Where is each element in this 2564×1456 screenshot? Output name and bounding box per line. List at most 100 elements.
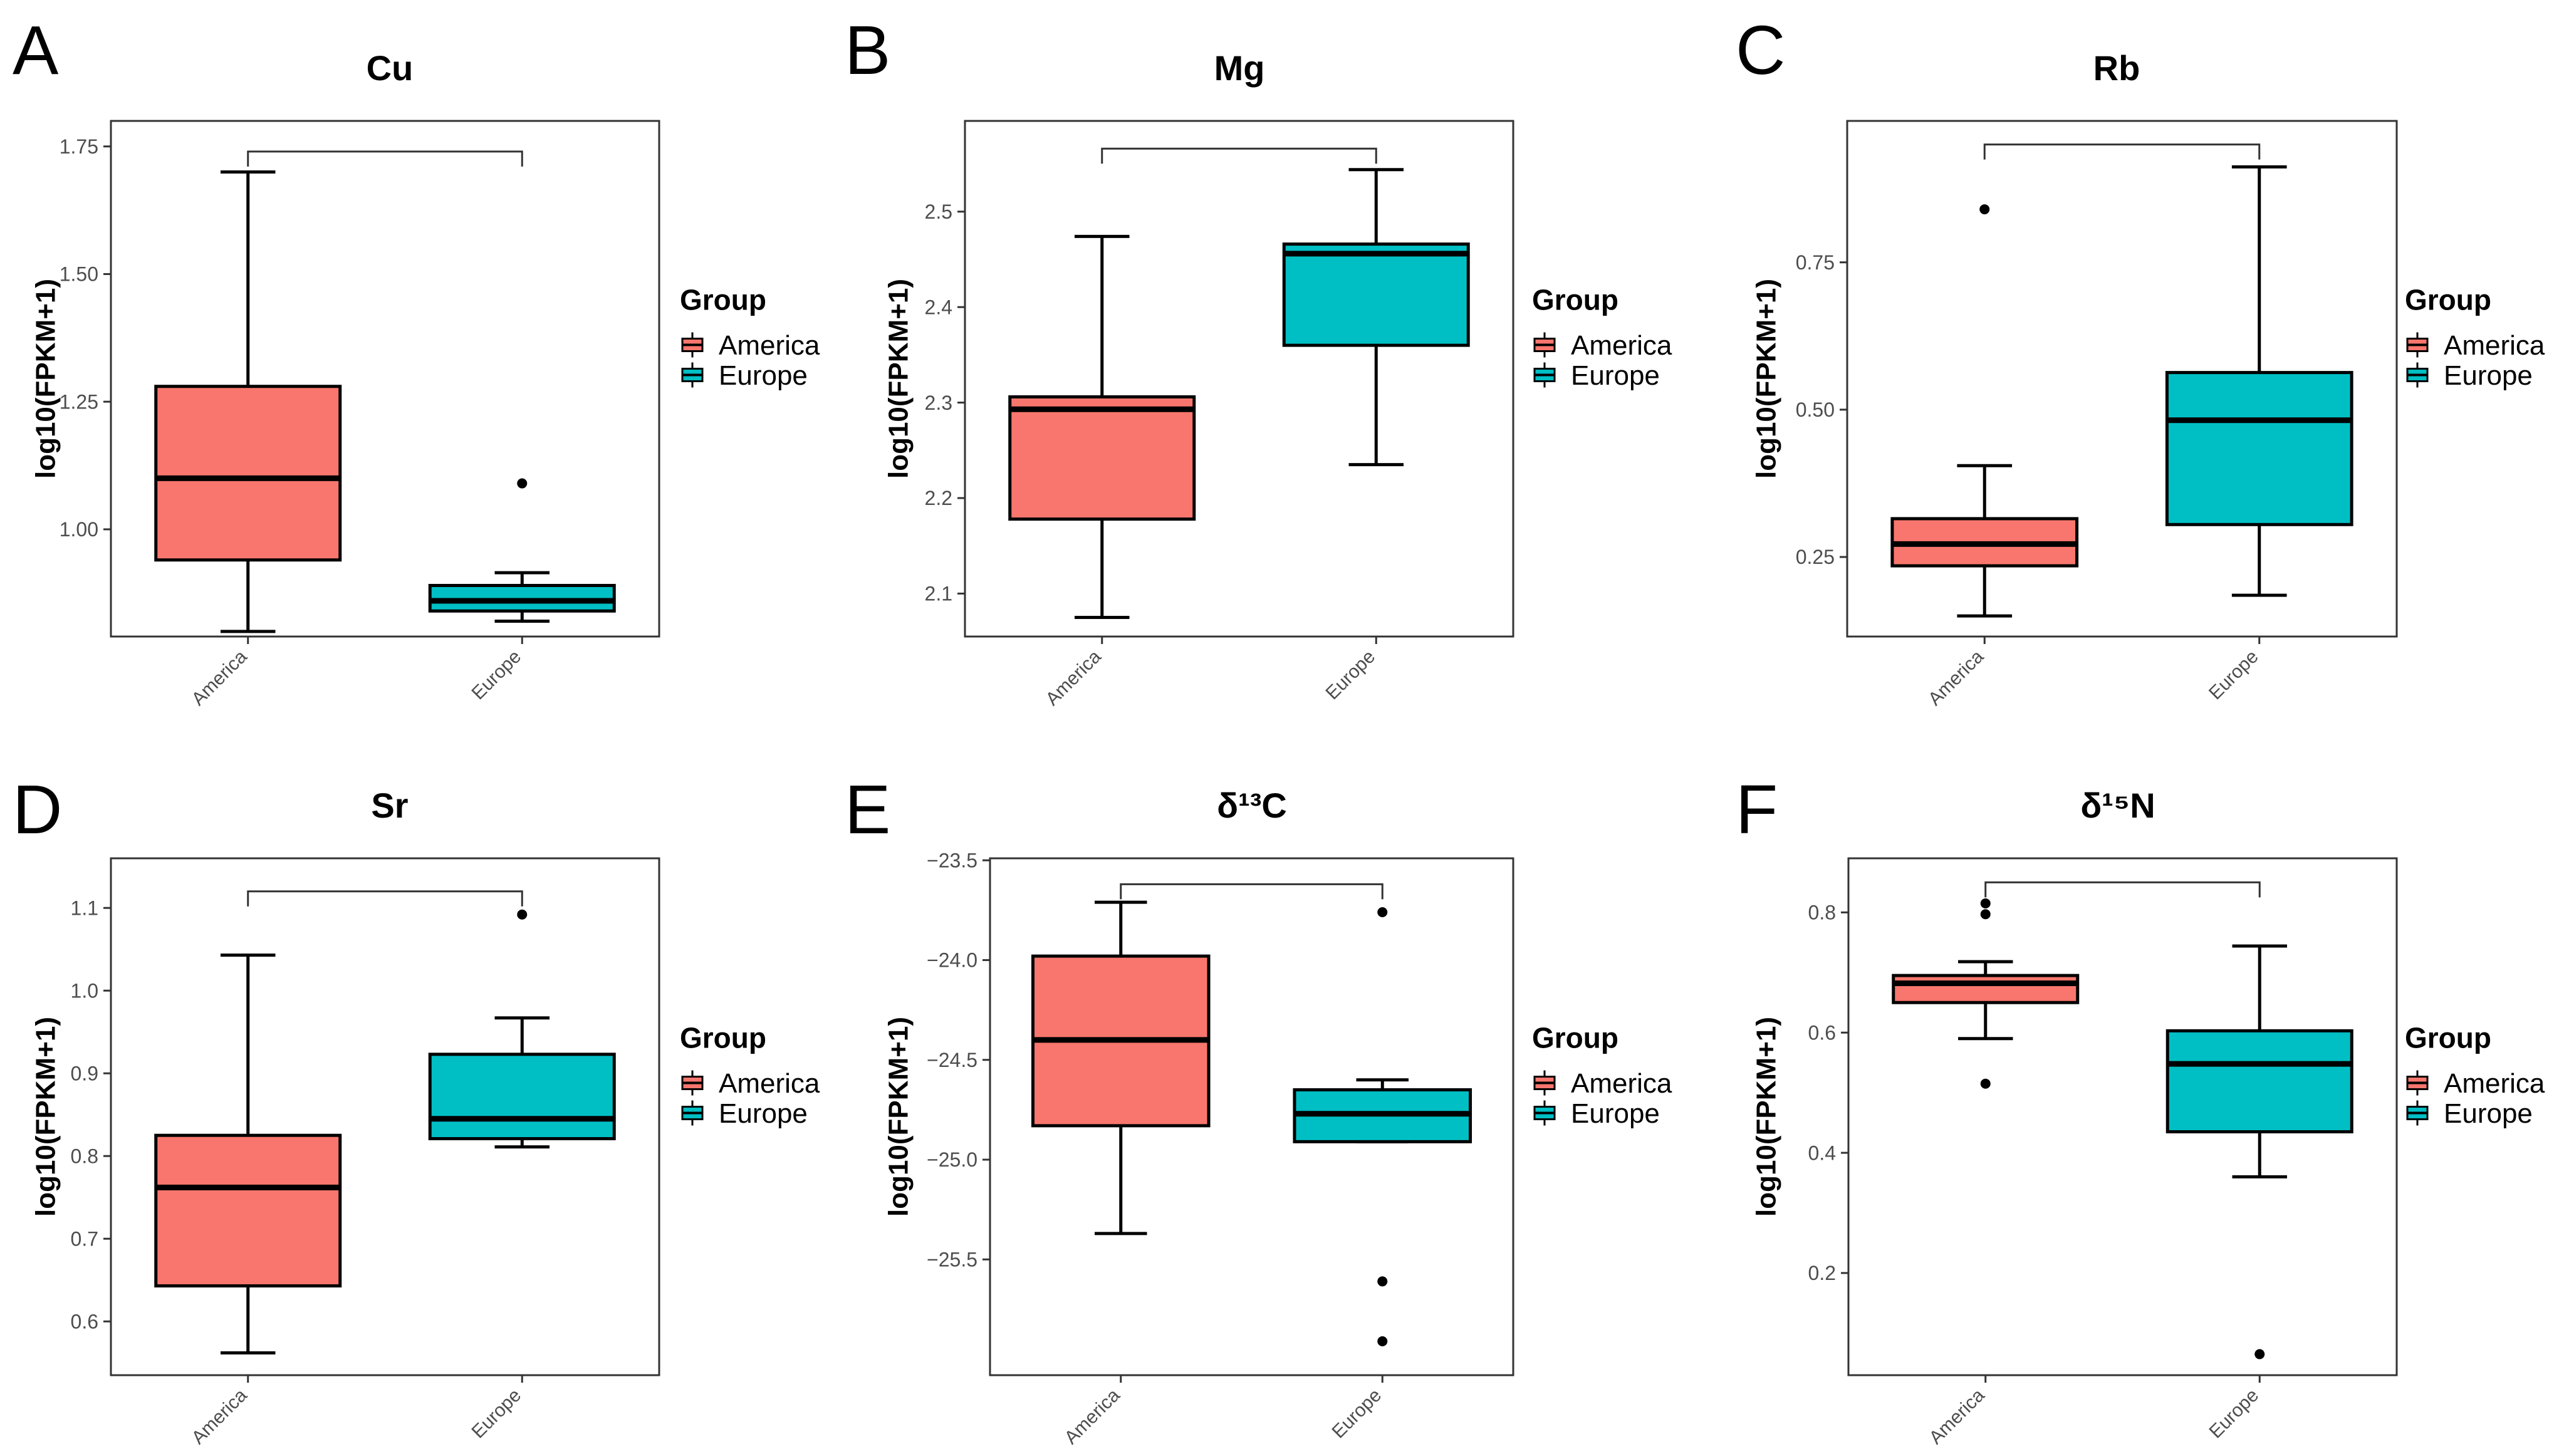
box-europe	[1293, 907, 1472, 1346]
legend-key-america	[1533, 332, 1556, 358]
legend-label: Europe	[719, 360, 808, 391]
legend-title: Group	[2405, 284, 2491, 316]
x-tick-label: America	[1042, 646, 1105, 709]
legend-label: America	[719, 330, 820, 361]
y-tick-label: 0.4	[1808, 1141, 1836, 1164]
legend-title: Group	[2405, 1022, 2491, 1054]
y-tick-label: 2.5	[925, 200, 952, 223]
y-tick-label: 2.3	[925, 392, 952, 414]
box-america	[154, 953, 342, 1355]
box-europe	[428, 478, 616, 623]
box-body	[154, 385, 342, 562]
box-body	[1282, 242, 1470, 347]
y-tick-label: 0.25	[1796, 546, 1835, 568]
box-america	[154, 170, 342, 633]
legend-title: Group	[680, 1022, 766, 1054]
outlier-point	[2254, 1349, 2265, 1360]
outlier-point	[517, 478, 528, 489]
panel-title: Mg	[1214, 48, 1265, 88]
y-axis-label: log10(FPKM+1)	[30, 1017, 61, 1217]
y-tick-label: 2.4	[925, 296, 952, 318]
significance-bracket	[1101, 147, 1377, 164]
y-tick-label: −24.5	[927, 1049, 977, 1071]
y-tick-label: 0.9	[71, 1062, 98, 1084]
panel-letter: E	[845, 771, 890, 848]
plot-frame	[110, 857, 660, 1376]
legend-key-europe	[681, 1100, 704, 1126]
outlier-point	[1377, 1336, 1388, 1346]
y-axis-label: log10(FPKM+1)	[883, 1017, 914, 1217]
y-tick-label: 0.8	[1808, 902, 1836, 924]
outlier-point	[517, 909, 528, 920]
y-tick-label: 0.2	[1808, 1262, 1836, 1284]
panel-title: δ¹⁵N	[2080, 786, 2155, 825]
box-body	[1892, 974, 2080, 1004]
y-tick-label: 1.00	[60, 518, 98, 541]
box-europe	[2165, 165, 2353, 597]
x-tick-label: Europe	[2205, 1385, 2263, 1443]
y-axis-label: log10(FPKM+1)	[883, 279, 914, 479]
y-tick-label: 1.1	[71, 897, 98, 919]
legend-key-america	[2406, 1070, 2429, 1096]
legend-label: Europe	[1571, 1098, 1660, 1129]
y-tick-label: 0.7	[71, 1227, 98, 1250]
panel-letter: B	[845, 12, 890, 89]
x-tick-label: Europe	[467, 1385, 525, 1443]
box-europe	[1282, 168, 1470, 467]
y-tick-label: 1.0	[71, 979, 98, 1002]
y-tick-label: 0.8	[71, 1145, 98, 1167]
legend-label: Europe	[2444, 360, 2533, 391]
box-america	[1892, 898, 2080, 1089]
legend-label: America	[2444, 1068, 2545, 1099]
x-tick-label: America	[188, 1385, 251, 1448]
plot-frame	[989, 857, 1514, 1376]
outlier-point	[1377, 907, 1388, 918]
box-body	[2165, 371, 2353, 526]
panel-letter: D	[13, 771, 62, 848]
significance-bracket	[1120, 883, 1384, 900]
legend-key-america	[681, 332, 704, 358]
box-america	[1031, 900, 1211, 1235]
y-tick-label: −25.5	[927, 1248, 977, 1271]
outlier-point	[1980, 898, 1991, 908]
panel-title: δ¹³C	[1217, 786, 1287, 825]
x-tick-label: America	[1926, 1385, 1989, 1448]
outlier-point	[1377, 1276, 1388, 1287]
plot-frame	[1847, 857, 2398, 1376]
legend-key-europe	[2406, 362, 2429, 388]
x-tick-label: America	[1924, 646, 1988, 709]
legend-label: America	[719, 1068, 820, 1099]
box-europe	[2165, 944, 2353, 1360]
plot-frame	[110, 120, 660, 638]
y-tick-label: 0.50	[1796, 398, 1835, 421]
plot-frame	[1846, 120, 2398, 638]
x-tick-label: Europe	[467, 647, 525, 704]
outlier-point	[1980, 909, 1991, 920]
x-tick-label: Europe	[2205, 647, 2263, 704]
panel-letter: F	[1736, 771, 1778, 848]
y-tick-label: −24.0	[927, 949, 977, 972]
y-tick-label: 0.75	[1796, 251, 1835, 274]
panel-letter: A	[13, 12, 59, 89]
legend-key-europe	[681, 362, 704, 388]
box-europe	[428, 909, 616, 1149]
panel-title: Sr	[371, 786, 408, 825]
x-tick-label: Europe	[1328, 1385, 1385, 1443]
y-tick-label: 0.6	[1808, 1021, 1836, 1044]
x-tick-label: America	[188, 646, 251, 709]
panel-letter: C	[1736, 12, 1785, 89]
significance-bracket	[247, 150, 523, 167]
y-tick-label: 1.75	[60, 135, 98, 158]
legend-label: Europe	[2444, 1098, 2533, 1129]
panel-title: Rb	[2093, 48, 2140, 88]
y-tick-label: 2.1	[925, 583, 952, 605]
